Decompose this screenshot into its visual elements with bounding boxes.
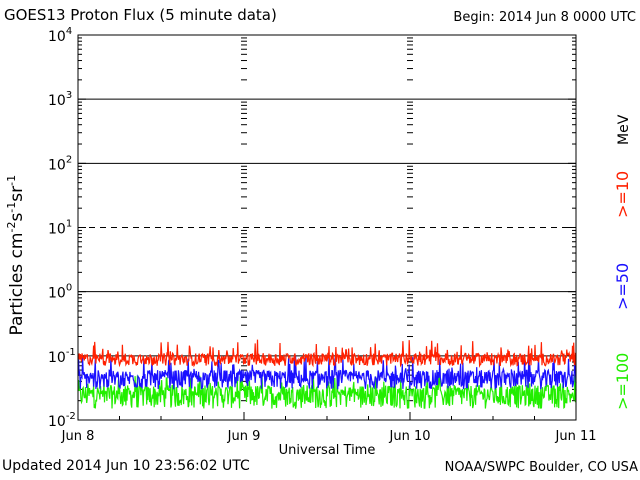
y-tick-label: 103 — [48, 90, 72, 109]
legend-entry: >=10 — [613, 171, 632, 218]
x-tick-label: Jun 8 — [61, 429, 95, 444]
y-tick-label: 10-1 — [48, 347, 76, 366]
series-line-ge100 — [77, 375, 577, 409]
series-line-ge50 — [77, 356, 577, 390]
y-tick-label: 101 — [48, 219, 72, 238]
plot-frame — [77, 34, 577, 421]
x-tick-label: Jun 11 — [555, 429, 597, 444]
begin-time: Begin: 2014 Jun 8 0000 UTC — [453, 10, 636, 25]
updated-time: Updated 2014 Jun 10 23:56:02 UTC — [2, 458, 250, 474]
y-tick-label: 104 — [48, 26, 72, 45]
x-tick-label: Jun 10 — [389, 429, 431, 444]
credit-label: NOAA/SWPC Boulder, CO USA — [444, 460, 638, 475]
y-tick-label: 100 — [48, 283, 72, 302]
legend-entry: >=50 — [613, 263, 632, 310]
y-tick-label: 10-2 — [48, 411, 76, 430]
x-axis-label: Universal Time — [279, 443, 376, 458]
y-tick-label: 102 — [48, 154, 72, 173]
series-line-ge10 — [77, 339, 577, 369]
y-axis-label: Particles cm-2s-1sr-1 — [5, 175, 27, 336]
x-tick-label: Jun 9 — [227, 429, 261, 444]
chart-title: GOES13 Proton Flux (5 minute data) — [4, 6, 277, 24]
legend-entry: >=100 — [613, 353, 632, 410]
unit-label: MeV — [616, 114, 632, 145]
